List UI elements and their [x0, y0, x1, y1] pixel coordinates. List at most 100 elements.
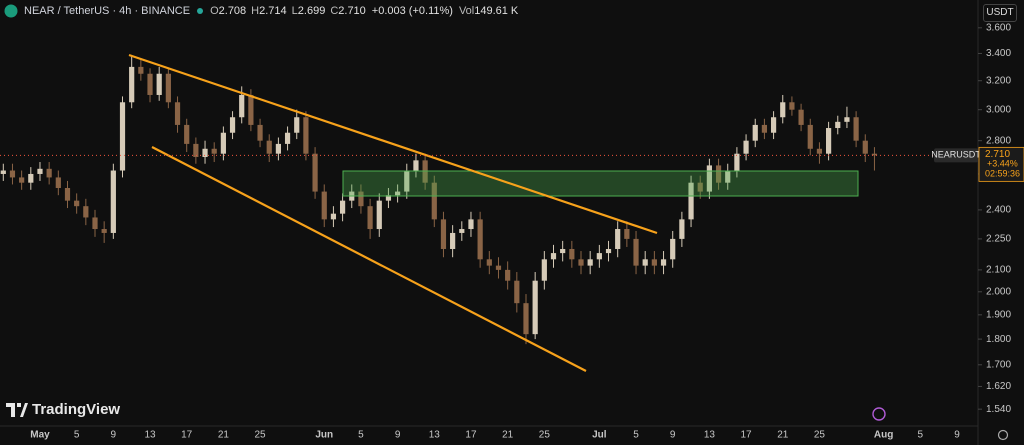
ohlc-item: H2.714 [251, 5, 286, 17]
candle-body [110, 170, 116, 233]
candle-body [385, 195, 392, 201]
candle-body [83, 206, 89, 218]
x-tick-label: 9 [670, 430, 676, 441]
candle-body [560, 248, 566, 254]
candle-body [660, 259, 667, 266]
x-tick-label: 21 [218, 430, 230, 441]
y-tick-label: 1.700 [986, 359, 1011, 370]
x-tick-label: Jul [592, 430, 607, 441]
candle-body [477, 219, 483, 260]
candle-body [688, 182, 694, 220]
candle-body [440, 219, 447, 249]
candle-body [275, 143, 281, 154]
price-tag-change: +3.44% [987, 159, 1018, 169]
candle-body [752, 124, 758, 141]
candle-body [312, 153, 318, 192]
x-tick-label: Jun [315, 430, 333, 441]
y-tick-label: 2.100 [986, 265, 1011, 276]
candle-body [862, 140, 868, 154]
candle-body [670, 238, 676, 260]
alert-icon[interactable] [872, 407, 886, 421]
candle-body [129, 66, 135, 103]
y-tick-label: 1.620 [986, 381, 1011, 392]
candle-body [578, 259, 584, 266]
x-tick-label: 13 [704, 430, 716, 441]
candle-body [725, 170, 731, 183]
candle-body [798, 109, 804, 125]
candle-body [376, 200, 382, 230]
candle-body [413, 160, 419, 171]
candle-body [459, 229, 465, 233]
ohlc-item: L2.699 [292, 5, 326, 17]
x-tick-label: 17 [465, 430, 477, 441]
y-tick-label: 3.200 [986, 75, 1011, 86]
x-tick-label: 9 [954, 430, 960, 441]
y-tick-label: 2.800 [986, 135, 1011, 146]
candle-body [101, 229, 107, 233]
candle-body [339, 200, 346, 214]
candle-body [248, 94, 254, 125]
y-tick-label: 3.600 [986, 22, 1011, 33]
candle-body [495, 265, 502, 270]
candle-body [28, 173, 34, 183]
ohlc-value: 2.714 [259, 5, 287, 17]
ohlc-item: O2.708 [210, 5, 246, 17]
candle-body [64, 188, 71, 201]
logo-icon [6, 402, 28, 417]
currency-select[interactable]: USDT [983, 4, 1017, 22]
settings-icon[interactable] [997, 429, 1009, 441]
x-tick-label: 13 [144, 430, 156, 441]
symbol-icon [4, 4, 18, 18]
x-tick-label: 21 [502, 430, 514, 441]
y-tick-label: 1.540 [986, 404, 1011, 415]
x-tick-label: 17 [181, 430, 193, 441]
candle-body [119, 102, 126, 171]
zone [342, 170, 859, 197]
ohlc: O2.708 H2.714 L2.699 C2.710 [210, 5, 366, 17]
candle-body [770, 117, 777, 133]
symbol-tag-text: NEARUSDT [931, 150, 981, 160]
ohlc-value: 2.708 [218, 5, 247, 17]
y-tick-label: 1.900 [986, 309, 1011, 320]
candle-body [715, 165, 722, 183]
candle-body [486, 259, 492, 266]
candle-body [450, 232, 456, 249]
x-tick-label: 9 [111, 430, 117, 441]
plot [0, 56, 878, 345]
candle-body [706, 165, 712, 192]
candle-body [789, 102, 795, 110]
trendline [151, 146, 587, 372]
candle-body [468, 219, 474, 230]
candle-body [220, 132, 226, 154]
candle-body [642, 259, 648, 266]
candle-body [523, 303, 529, 335]
price-tag [978, 146, 1024, 182]
candle-body [395, 191, 401, 196]
candle-body [266, 140, 272, 154]
ohlc-key: H [251, 5, 260, 17]
candle-body [55, 177, 61, 189]
candle-body [807, 124, 813, 149]
candle-body [321, 191, 327, 220]
y-tick-label: 1.800 [986, 334, 1011, 345]
candle-body [826, 128, 832, 154]
candle-body [174, 102, 181, 125]
candle-body [514, 280, 520, 304]
change: +0.003 (+0.11%) [371, 5, 453, 17]
candle-body [257, 124, 263, 141]
x-tick-label: Aug [874, 430, 893, 441]
ohlc-key: L [291, 5, 298, 17]
price-tag-countdown: 02:59:36 [985, 169, 1020, 179]
candle-body [541, 259, 547, 281]
candle-body [239, 94, 245, 118]
candle-body [532, 280, 538, 335]
logo-text: TradingView [32, 401, 121, 418]
candle-body [211, 148, 217, 154]
y-tick-label: 2.250 [986, 234, 1011, 245]
candle-body [156, 73, 162, 95]
candle-body [422, 160, 428, 183]
candle-body [550, 253, 557, 260]
candle-body [9, 170, 16, 178]
vol-key: Vol [458, 5, 475, 17]
